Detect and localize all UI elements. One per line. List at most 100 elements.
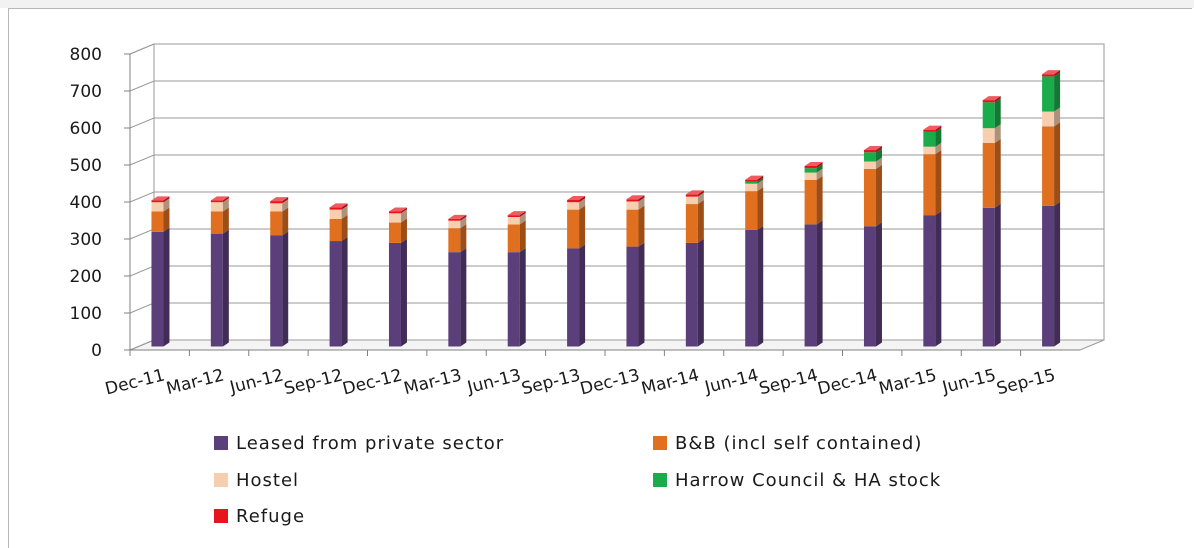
bar-segment-front: [151, 231, 164, 347]
bar-segment-front: [626, 246, 639, 347]
bar-segment-front: [804, 180, 817, 225]
bar-segment-front: [863, 168, 876, 227]
bar-top: [745, 175, 764, 180]
bar-segment-side: [697, 190, 704, 197]
bar-segment-side: [994, 96, 1001, 103]
y-tick-label: 800: [70, 45, 102, 65]
bar-segment-side: [341, 214, 348, 242]
bar-segment-side: [519, 220, 526, 253]
bar-segment-side: [519, 211, 526, 217]
bar-segment-front: [210, 211, 223, 234]
bar-segment-front: [745, 179, 758, 182]
bar-segment-front: [1042, 76, 1055, 112]
bar-segment-front: [329, 207, 342, 210]
bar-top: [923, 125, 942, 130]
bar-top: [210, 196, 229, 201]
bar-segment-front: [982, 102, 995, 129]
bar-segment-side: [816, 161, 823, 169]
legend-item: Harrow Council & HA stock: [653, 470, 940, 491]
bar-segment-side: [994, 203, 1001, 347]
bar-segment-side: [579, 205, 586, 249]
bar-top: [329, 203, 348, 208]
bar-segment-front: [270, 203, 283, 212]
bar-segment-side: [994, 139, 1001, 208]
x-tick-label: Jun-14: [702, 365, 761, 398]
bar-segment-front: [567, 248, 580, 347]
bar-segment-front: [270, 235, 283, 347]
bar-segment-side: [282, 231, 289, 347]
bar-top: [507, 211, 526, 216]
bar-segment-side: [341, 205, 348, 219]
bar-segment-front: [745, 183, 758, 192]
bar-segment-side: [757, 177, 764, 184]
x-tick-label: Mar-13: [402, 365, 464, 399]
bar-segment-side: [697, 200, 704, 243]
x-tick-label: Jun-12: [227, 365, 286, 398]
bars: [151, 70, 1061, 347]
legend-label: Refuge: [236, 506, 305, 527]
y-tick-label: 700: [70, 82, 102, 102]
bar-top: [626, 195, 645, 200]
bar-segment-front: [1042, 126, 1055, 206]
bar-segment-front: [626, 199, 639, 202]
bar-segment-side: [579, 195, 586, 203]
x-tick-label: Sep-12: [282, 365, 345, 399]
legend: Leased from private sector B&B (incl self…: [214, 433, 940, 527]
bar-segment-side: [282, 207, 289, 236]
bar-segment-front: [507, 215, 520, 217]
legend-item: Hostel: [214, 470, 298, 491]
legend-swatch: [214, 436, 228, 450]
bar-segment-side: [163, 198, 170, 212]
bar-segment-front: [626, 201, 639, 210]
bar-segment-side: [757, 179, 764, 192]
bar-segment-front: [982, 143, 995, 208]
bar-segment-front: [923, 129, 936, 132]
bar-segment-side: [638, 205, 645, 247]
bar-top: [388, 207, 407, 212]
bar-segment-front: [1042, 111, 1055, 127]
bar-segment-side: [638, 242, 645, 347]
bar-segment-side: [163, 196, 170, 203]
bar-segment-front: [210, 200, 223, 203]
bar-segment-front: [151, 211, 164, 232]
bar-segment-front: [448, 228, 461, 253]
legend-label: Leased from private sector: [236, 433, 504, 454]
bar-segment-front: [685, 196, 698, 205]
bar-segment-front: [388, 213, 401, 223]
bar-segment-side: [222, 196, 229, 203]
bar-segment-front: [210, 233, 223, 347]
bar-segment-front: [863, 150, 876, 153]
bar-top: [685, 190, 704, 195]
x-tick-label: Jun-13: [465, 365, 524, 398]
bar-segment-side: [697, 192, 704, 205]
x-tick-label: Dec-14: [816, 365, 880, 399]
bar-segment-front: [507, 252, 520, 347]
bar-segment-front: [863, 161, 876, 169]
bar-segment-front: [685, 194, 698, 197]
bar-segment-side: [697, 238, 704, 347]
bar-top: [804, 161, 823, 166]
bar-segment-side: [400, 218, 407, 243]
legend-item: Leased from private sector: [214, 433, 504, 454]
x-tick-label: Jun-15: [940, 365, 999, 398]
bar-segment-side: [341, 203, 348, 210]
bar-segment-front: [804, 224, 817, 347]
bar-segment-front: [448, 218, 461, 221]
bar-segment-side: [282, 197, 289, 204]
bar-segment-front: [863, 152, 876, 162]
bar-segment-side: [163, 207, 170, 232]
bar-segment-front: [388, 222, 401, 243]
bar-segment-side: [400, 238, 407, 347]
legend-swatch: [214, 473, 228, 487]
bar-segment-front: [507, 217, 520, 225]
bar-segment-front: [567, 209, 580, 249]
gridline: [129, 117, 1104, 129]
bar-segment-side: [757, 175, 764, 182]
gridline: [129, 43, 1104, 55]
bar-segment-front: [210, 202, 223, 212]
bar-segment-side: [1054, 201, 1061, 347]
bar-top: [863, 146, 882, 151]
x-tick-label: Dec-12: [341, 365, 405, 399]
y-tick-label: 200: [70, 267, 102, 287]
